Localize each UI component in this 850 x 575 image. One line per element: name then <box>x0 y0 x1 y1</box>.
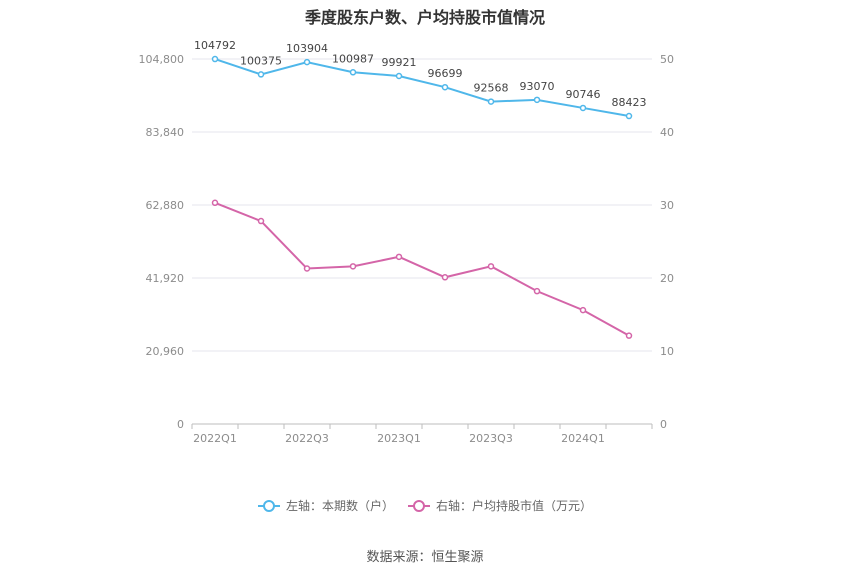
data-label: 104792 <box>194 39 236 52</box>
left-y-tick-label: 62,880 <box>146 199 185 212</box>
data-label: 99921 <box>382 56 417 69</box>
data-point-avg-value <box>257 217 265 225</box>
x-tick-label: 2024Q1 <box>561 432 605 445</box>
data-label: 103904 <box>286 42 328 55</box>
right-y-tick-label: 10 <box>660 345 674 358</box>
series-line-avg-value <box>214 201 630 337</box>
legend: 左轴：本期数（户） 右轴：户均持股市值（万元） <box>0 497 850 514</box>
left-y-tick-label: 20,960 <box>146 345 185 358</box>
data-label: 90746 <box>566 88 601 101</box>
right-y-tick-label: 40 <box>660 126 674 139</box>
data-label: 96699 <box>428 67 463 80</box>
data-label: 88423 <box>612 96 647 109</box>
right-y-tick-label: 0 <box>660 418 667 431</box>
x-tick-label: 2022Q1 <box>193 432 237 445</box>
right-y-tick-label: 20 <box>660 272 674 285</box>
data-source: 数据来源：恒生聚源 <box>366 550 484 565</box>
x-tick-label: 2023Q3 <box>469 432 513 445</box>
data-label: 100987 <box>332 52 374 65</box>
data-point-households <box>257 71 265 78</box>
legend-item-households[interactable]: 左轴：本期数（户） <box>257 497 394 514</box>
x-tick-label: 2023Q1 <box>377 432 421 445</box>
legend-line-marker-icon <box>408 499 430 512</box>
legend-item-avg-value[interactable]: 右轴：户均持股市值（万元） <box>408 497 592 514</box>
data-point-households <box>579 104 587 112</box>
left-y-tick-label: 104,800 <box>139 53 185 66</box>
left-y-tick-label: 41,920 <box>146 272 185 285</box>
series-line-households <box>214 58 630 118</box>
data-point-avg-value <box>303 265 311 272</box>
data-point-avg-value <box>533 287 541 295</box>
data-point-households <box>395 72 403 80</box>
data-point-households <box>303 58 311 66</box>
legend-label-households: 左轴：本期数（户） <box>285 499 394 513</box>
data-point-households <box>625 112 633 120</box>
data-point-avg-value <box>349 263 357 270</box>
data-point-households <box>211 55 219 63</box>
data-point-avg-value <box>625 332 633 339</box>
left-y-tick-label: 83,840 <box>146 126 185 139</box>
data-point-households <box>441 83 449 91</box>
data-point-avg-value <box>487 263 495 270</box>
chart-title: 季度股东户数、户均持股市值情况 <box>304 8 545 27</box>
data-point-avg-value <box>579 306 587 314</box>
data-point-households <box>349 69 357 76</box>
left-y-tick-label: 0 <box>177 418 184 431</box>
legend-label-avg-value: 右轴：户均持股市值（万元） <box>436 499 593 513</box>
data-point-households <box>487 98 495 105</box>
data-label: 93070 <box>520 80 555 93</box>
data-point-households <box>533 96 541 104</box>
data-label: 100375 <box>240 54 282 67</box>
data-point-avg-value <box>441 274 449 281</box>
data-point-avg-value <box>211 199 219 207</box>
right-y-tick-label: 30 <box>660 199 674 212</box>
x-tick-label: 2022Q3 <box>285 432 329 445</box>
right-y-tick-label: 50 <box>660 53 674 66</box>
data-point-avg-value <box>395 253 403 261</box>
data-label: 92568 <box>474 82 509 95</box>
legend-line-marker-icon <box>257 499 280 512</box>
